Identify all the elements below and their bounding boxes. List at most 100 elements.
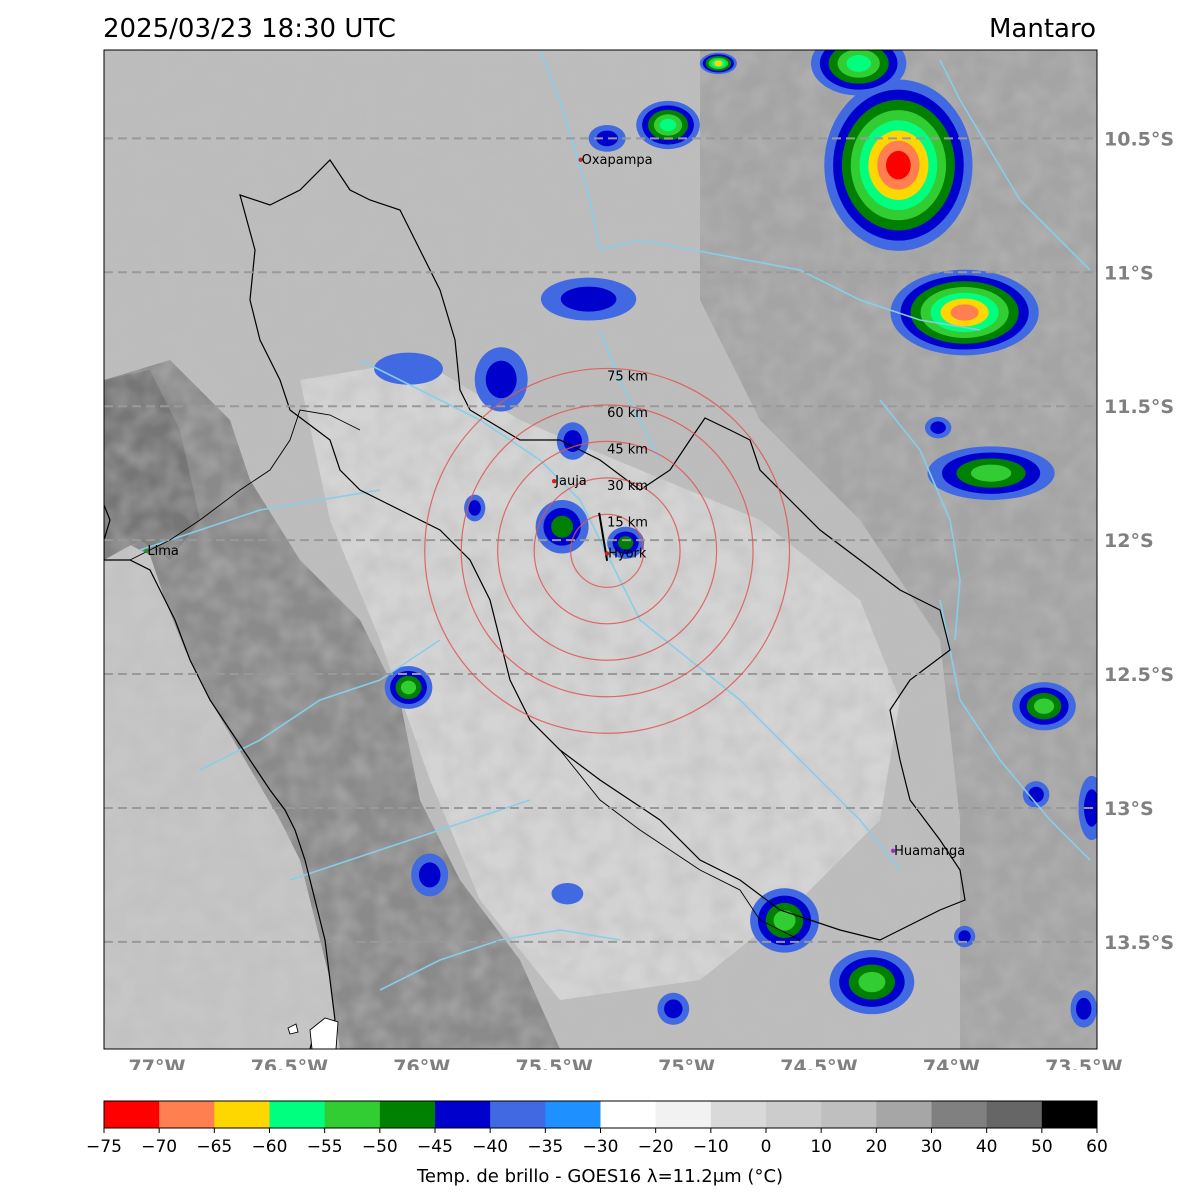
convective-cell: [699, 52, 737, 75]
cell-band: [563, 430, 582, 452]
cell-band: [400, 680, 417, 695]
city-label: Lima: [147, 544, 178, 559]
lon-tick-label: 75.5°W: [515, 1056, 592, 1070]
mantaro-basin-boundary: [239, 159, 966, 941]
range-ring: [570, 513, 645, 588]
city-label: Oxapampa: [582, 153, 653, 168]
cell-band: [930, 421, 946, 434]
cell-band: [1076, 997, 1092, 1020]
convective-cell: [829, 949, 915, 1015]
convective-cell: [1070, 990, 1097, 1028]
colorbar-swatch: [159, 1101, 215, 1128]
colorbar-swatch: [931, 1101, 988, 1128]
department-border-ayacucho: [559, 749, 801, 941]
rivers: [139, 50, 1091, 991]
colorbar-swatch: [545, 1101, 601, 1128]
latitude-labels: 10.5°S 11°S 11.5°S 12°S 12.5°S 13°S 13.5°S: [1104, 128, 1174, 953]
cell-band: [560, 286, 617, 312]
convective-cell: [540, 277, 637, 321]
river-pachitea: [939, 59, 1091, 271]
lat-tick-label: 10.5°S: [1104, 128, 1174, 150]
city-markers: Oxapampa Jauja Hyork Lima Huamanga: [144, 153, 965, 859]
convective-cell: [824, 79, 973, 251]
convective-cells: [374, 50, 1097, 1028]
lat-tick-label: 13°S: [1104, 798, 1154, 820]
convective-cell: [750, 888, 819, 953]
convective-cell: [954, 925, 976, 948]
range-ring: [497, 440, 718, 661]
lon-tick-label: 74.5°W: [780, 1056, 857, 1070]
lat-gridlines: [104, 137, 1097, 943]
city-label: Jauja: [554, 474, 587, 489]
cell-band: [468, 500, 481, 516]
convective-cell: [1022, 781, 1050, 808]
convective-cell: [890, 269, 1039, 356]
lat-tick-label: 11°S: [1104, 262, 1154, 284]
range-ring-label: 45 km: [607, 442, 648, 457]
colorbar-tick-label: 40: [976, 1137, 998, 1157]
river-rimac: [139, 489, 381, 551]
colorbar-tick-label: −50: [362, 1137, 398, 1157]
convective-cell: [607, 526, 645, 559]
colorbar-swatch: [104, 1101, 160, 1128]
cell-band: [950, 304, 979, 321]
colorbar-tick-label: 60: [1086, 1137, 1108, 1157]
river-huallaga: [539, 50, 601, 251]
river-perene: [599, 239, 981, 331]
lat-tick-label: 13.5°S: [1104, 932, 1174, 954]
convective-cell: [1012, 682, 1076, 731]
lon-tick-label: 73.5°W: [1045, 1056, 1122, 1070]
range-ring: [533, 477, 681, 625]
colorbar-tick-label: −40: [472, 1137, 508, 1157]
map-frame: [103, 49, 1098, 1050]
lon-tick-label: 76°W: [393, 1056, 450, 1070]
map-region-title: Mantaro: [989, 14, 1096, 44]
river-tarma: [599, 329, 661, 461]
cell-band: [374, 352, 443, 385]
cell-band: [485, 360, 517, 399]
range-rings: 15 km 30 km 45 km 60 km 75 km: [424, 367, 791, 734]
convective-cell: [474, 347, 528, 412]
lake-island: [309, 1017, 339, 1049]
map-timestamp: 2025/03/23 18:30 UTC: [103, 14, 396, 44]
lake-island-small: [287, 1023, 299, 1035]
colorbar-swatch: [876, 1101, 932, 1128]
river-canete: [199, 639, 441, 771]
colorbar-tick-label: 30: [921, 1137, 943, 1157]
cell-band: [773, 910, 796, 931]
range-ring-label: 15 km: [607, 515, 648, 530]
city-label: Hyork: [608, 547, 647, 562]
lat-tick-label: 11.5°S: [1104, 396, 1174, 418]
convective-cell: [384, 666, 433, 709]
colorbar-swatch: [766, 1101, 822, 1128]
cell-band: [596, 130, 618, 147]
convective-cell: [927, 446, 1055, 500]
cell-band: [1028, 786, 1044, 803]
range-ring: [460, 404, 754, 698]
river-mantaro: [359, 359, 901, 871]
cell-band: [958, 930, 971, 943]
river-ica: [379, 929, 621, 991]
colorbar-swatch: [821, 1101, 877, 1128]
colorbar-swatch: [490, 1101, 546, 1128]
cell-band: [886, 150, 911, 180]
cell-band: [1033, 698, 1055, 714]
colorbar-tick-label: −10: [693, 1137, 729, 1157]
cell-band: [846, 55, 872, 72]
range-ring-label: 30 km: [607, 479, 648, 494]
colorbar-tick-label: −65: [196, 1137, 232, 1157]
colorbar-ticks: −75 −70 −65 −60 −55 −50 −45 −40 −35 −30 −20 −10 0 10 2…: [86, 1128, 1108, 1157]
colorbar-tick-label: −20: [638, 1137, 674, 1157]
city-label: Huamanga: [894, 844, 965, 859]
convective-cell: [588, 124, 626, 152]
lat-tick-label: 12.5°S: [1104, 664, 1174, 686]
colorbar-tick-label: −35: [527, 1137, 563, 1157]
range-ring-label: 60 km: [607, 406, 648, 421]
city-dot: [551, 479, 557, 484]
convective-cell: [535, 499, 589, 554]
lon-tick-label: 76.5°W: [251, 1056, 328, 1070]
city-dot: [578, 157, 583, 163]
convective-cell: [551, 882, 584, 905]
colorbar-tick-label: 20: [866, 1137, 888, 1157]
cell-band: [418, 862, 441, 888]
